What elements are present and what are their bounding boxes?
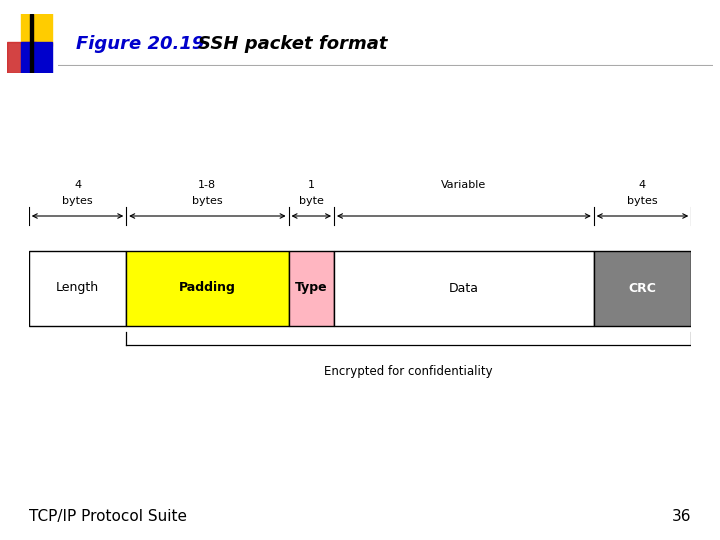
Bar [29,251,126,326]
Bar [594,251,691,326]
Text: 4: 4 [74,180,81,191]
Text: Encrypted for confidentiality: Encrypted for confidentiality [325,364,493,377]
Bar [7,42,37,73]
Bar [30,14,33,73]
Text: 36: 36 [672,509,691,524]
Text: Variable: Variable [441,180,487,191]
Text: byte: byte [299,195,324,206]
Text: Figure 20.19: Figure 20.19 [76,35,204,53]
Text: TCP/IP Protocol Suite: TCP/IP Protocol Suite [29,509,186,524]
Text: 1: 1 [307,180,315,191]
Text: CRC: CRC [629,281,657,294]
Text: bytes: bytes [62,195,93,206]
Bar [126,251,289,326]
Bar [22,14,52,46]
Bar [334,251,594,326]
Bar [289,251,334,326]
Text: Type: Type [295,281,328,294]
Text: bytes: bytes [627,195,658,206]
Text: Data: Data [449,281,479,294]
Text: Padding: Padding [179,281,236,294]
Text: SSH packet format: SSH packet format [198,35,387,53]
Text: bytes: bytes [192,195,222,206]
Text: Length: Length [56,281,99,294]
Text: 4: 4 [639,180,646,191]
Text: 1-8: 1-8 [198,180,217,191]
Bar [22,42,52,73]
